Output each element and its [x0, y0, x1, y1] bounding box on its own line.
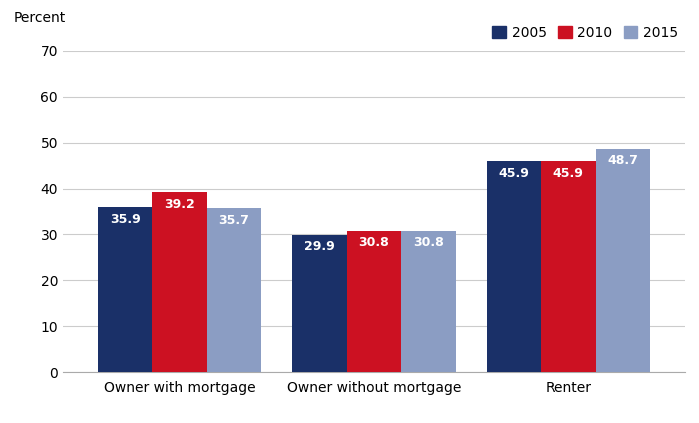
Text: 39.2: 39.2 [164, 198, 195, 211]
Bar [401, 231, 456, 372]
Text: 35.9: 35.9 [110, 213, 140, 226]
Text: 48.7: 48.7 [607, 154, 638, 167]
Text: 45.9: 45.9 [498, 167, 529, 180]
Bar [596, 148, 650, 372]
Text: 29.9: 29.9 [304, 240, 335, 253]
Bar [487, 162, 541, 372]
Text: 35.7: 35.7 [219, 214, 250, 227]
Bar [98, 207, 152, 372]
Text: 30.8: 30.8 [359, 236, 389, 249]
Legend: 2005, 2010, 2015: 2005, 2010, 2015 [492, 25, 678, 40]
Bar [347, 231, 401, 372]
Bar [207, 208, 261, 372]
Text: 45.9: 45.9 [553, 167, 584, 180]
Bar [152, 192, 207, 372]
Bar [541, 162, 596, 372]
Bar [292, 235, 347, 372]
Text: 30.8: 30.8 [413, 236, 444, 249]
Text: Percent: Percent [13, 11, 66, 25]
